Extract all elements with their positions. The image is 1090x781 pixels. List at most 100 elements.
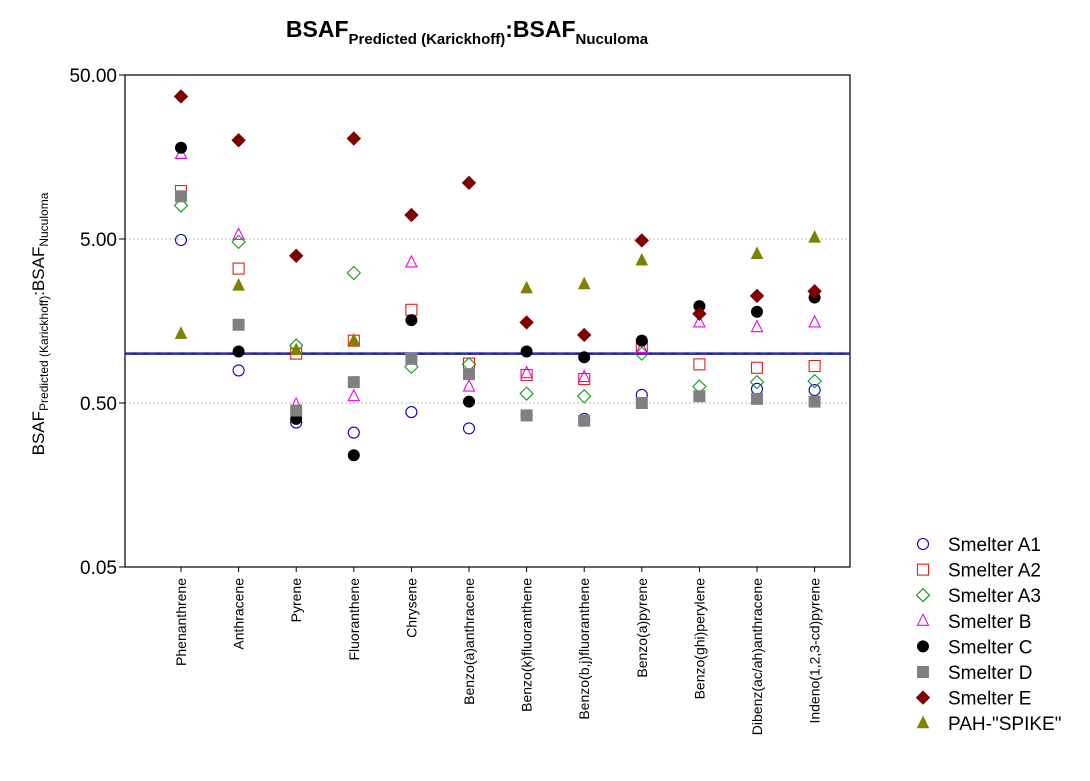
data-point bbox=[232, 227, 245, 240]
x-category-label: Benzo(b,j)fluoranthene bbox=[576, 578, 592, 720]
data-point bbox=[463, 395, 475, 408]
data-point bbox=[577, 369, 591, 383]
data-point bbox=[405, 254, 418, 268]
data-point bbox=[578, 372, 591, 386]
data-point bbox=[347, 388, 361, 402]
data-point bbox=[174, 326, 188, 339]
data-point bbox=[232, 277, 245, 291]
data-point bbox=[232, 345, 245, 358]
data-point bbox=[693, 358, 706, 371]
y-axis-ticks: 50.00 5.00 0.50 0.05 bbox=[69, 66, 125, 579]
legend-label: Smelter C bbox=[948, 637, 1032, 658]
legend-item: Smelter C bbox=[917, 637, 1032, 658]
data-point bbox=[232, 262, 245, 275]
data-point bbox=[405, 314, 418, 327]
data-point bbox=[405, 406, 418, 419]
data-point bbox=[520, 365, 533, 379]
y-axis-label: BSAFPredicted (Karickhoff):BSAFNuculoma bbox=[29, 192, 51, 455]
title-main1: BSAF bbox=[286, 16, 349, 42]
data-point bbox=[463, 368, 475, 381]
data-point bbox=[751, 305, 763, 318]
title-sub2: Nuculoma bbox=[576, 31, 649, 48]
legend: Smelter A1 Smelter A2 Smelter A3 Smelter B S… bbox=[915, 535, 1061, 735]
data-point bbox=[635, 340, 649, 354]
data-point bbox=[232, 318, 245, 331]
data-point bbox=[519, 386, 534, 401]
data-point bbox=[807, 284, 822, 299]
data-point bbox=[405, 303, 418, 316]
data-point bbox=[808, 229, 821, 243]
legend-label: Smelter A1 bbox=[948, 535, 1041, 556]
legend-marker bbox=[917, 666, 929, 678]
legend-marker bbox=[916, 715, 930, 729]
data-point bbox=[635, 252, 649, 266]
y-tick-label: 0.05 bbox=[80, 558, 117, 579]
legend-item: Smelter B bbox=[916, 612, 1031, 633]
data-point bbox=[576, 327, 592, 343]
legend-label: PAH-"SPIKE" bbox=[948, 714, 1061, 735]
title-sub1: Predicted (Karickhoff) bbox=[349, 31, 506, 48]
data-point bbox=[288, 248, 304, 263]
data-point bbox=[635, 334, 648, 347]
data-point bbox=[750, 361, 764, 374]
x-category-label: Anthracene bbox=[231, 578, 247, 650]
data-point bbox=[520, 280, 533, 294]
data-point bbox=[520, 369, 533, 382]
data-point bbox=[693, 314, 706, 328]
legend-item: PAH-"SPIKE" bbox=[916, 714, 1061, 735]
data-point bbox=[578, 414, 591, 427]
y-tick-label: 50.00 bbox=[69, 66, 117, 87]
x-category-label: Benzo(k)fluoranthene bbox=[519, 578, 535, 712]
ylabel-main1: BSAF bbox=[29, 411, 48, 455]
data-point bbox=[634, 233, 650, 248]
data-point bbox=[290, 404, 303, 417]
data-point bbox=[346, 265, 362, 281]
data-point bbox=[635, 397, 648, 409]
data-point bbox=[808, 314, 821, 328]
data-point bbox=[173, 198, 189, 213]
x-category-label: Chrysene bbox=[403, 578, 419, 638]
data-point bbox=[693, 390, 706, 403]
data-point bbox=[461, 175, 477, 191]
ylabel-sub1: Predicted (Karickhoff) bbox=[37, 296, 51, 411]
legend-marker bbox=[916, 537, 930, 551]
x-category-label: Pyrene bbox=[288, 578, 304, 623]
data-point bbox=[749, 374, 765, 390]
legend-label: Smelter E bbox=[948, 689, 1031, 710]
data-point bbox=[405, 352, 418, 365]
data-point bbox=[578, 351, 591, 364]
data-point bbox=[577, 276, 591, 290]
legend-label: Smelter A3 bbox=[948, 586, 1041, 607]
x-category-label: Phenanthrene bbox=[173, 578, 189, 666]
ylabel-colon: : bbox=[29, 291, 48, 296]
series-4 bbox=[175, 141, 821, 462]
chart-title: BSAFPredicted (Karickhoff):BSAFNuculoma bbox=[286, 16, 649, 48]
data-point bbox=[462, 378, 476, 392]
data-point bbox=[347, 449, 360, 462]
ylabel-sub2: Nuculoma bbox=[37, 192, 51, 246]
data-point bbox=[808, 395, 821, 408]
data-point bbox=[808, 383, 821, 397]
grid-lines bbox=[125, 238, 850, 404]
data-point bbox=[174, 233, 188, 247]
legend-item: Smelter A3 bbox=[915, 586, 1041, 607]
legend-marker bbox=[916, 563, 930, 576]
x-category-label: Benzo(a)pyrene bbox=[634, 578, 650, 678]
y-tick-label: 0.50 bbox=[80, 394, 117, 415]
x-category-label: Fluoranthene bbox=[346, 578, 362, 661]
data-point bbox=[175, 190, 187, 203]
y-tick-label: 5.00 bbox=[80, 230, 117, 251]
data-point bbox=[347, 376, 360, 389]
data-point bbox=[749, 288, 765, 304]
data-point bbox=[576, 388, 592, 404]
title-colon: : bbox=[505, 16, 513, 42]
legend-label: Smelter A2 bbox=[948, 561, 1041, 582]
legend-marker bbox=[916, 613, 930, 626]
legend-marker bbox=[915, 690, 931, 705]
data-point bbox=[173, 89, 189, 104]
legend-item: Smelter E bbox=[915, 689, 1031, 710]
legend-item: Smelter D bbox=[917, 663, 1032, 684]
data-point bbox=[751, 392, 763, 405]
series-2 bbox=[173, 198, 822, 404]
data-points bbox=[173, 89, 822, 462]
